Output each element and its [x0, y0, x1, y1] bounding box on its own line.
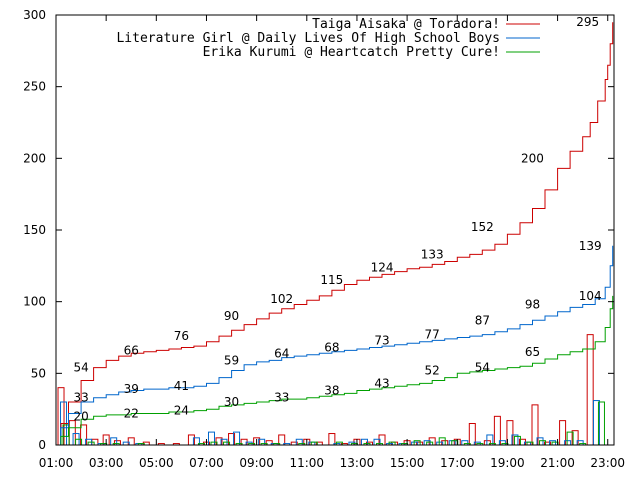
data-label: 38 [324, 384, 339, 398]
data-label: 104 [579, 289, 602, 303]
data-label: 115 [320, 273, 343, 287]
x-tick-label: 21:00 [540, 456, 575, 470]
y-tick-label: 300 [23, 8, 46, 22]
x-tick-label: 19:00 [490, 456, 525, 470]
data-label: 68 [324, 341, 339, 355]
x-tick-label: 01:00 [39, 456, 74, 470]
data-label: 139 [579, 239, 602, 253]
plot-frame [55, 14, 615, 446]
data-label: 98 [525, 298, 540, 312]
data-label: 77 [425, 328, 440, 342]
axes-layer: 0 50 100 150 200 250 300 01:00 03:00 05:00 07:00 09… [23, 8, 625, 470]
data-label: 39 [124, 382, 139, 396]
legend-label: Erika Kurumi @ Heartcatch Pretty Cure! [203, 45, 500, 60]
data-label: 30 [224, 395, 239, 409]
lines-layer [56, 22, 614, 446]
x-tick-label: 17:00 [440, 456, 475, 470]
data-label: 24 [174, 404, 189, 418]
data-label: 59 [224, 353, 239, 367]
data-label: 124 [371, 260, 394, 274]
bar [68, 420, 76, 446]
y-tick-label: 150 [23, 223, 46, 237]
data-label: 87 [475, 313, 490, 327]
y-tick-label: 100 [23, 295, 46, 309]
y-tick-label: 200 [23, 151, 46, 165]
data-label: 65 [525, 345, 540, 359]
y-tick-label: 50 [31, 366, 46, 380]
data-label: 66 [124, 343, 139, 357]
y-tick-label: 250 [23, 80, 46, 94]
data-label: 22 [124, 406, 139, 420]
data-label: 73 [374, 333, 389, 347]
x-tick-label: 13:00 [340, 456, 375, 470]
data-label: 90 [224, 309, 239, 323]
data-label: 200 [521, 151, 544, 165]
legend-label: Literature Girl @ Daily Lives Of High Sc… [116, 31, 500, 46]
series-line [56, 245, 614, 446]
data-label: 102 [270, 292, 293, 306]
x-tick-label: 05:00 [139, 456, 174, 470]
legend-label: Taiga Aisaka @ Toradora! [312, 17, 500, 32]
data-label: 76 [174, 329, 189, 343]
x-tick-label: 11:00 [289, 456, 324, 470]
series-line [56, 295, 614, 446]
series-line [56, 22, 614, 446]
data-label: 41 [174, 379, 189, 393]
data-label: 33 [274, 391, 289, 405]
data-label: 54 [475, 361, 490, 375]
data-label: 133 [421, 247, 444, 261]
x-tick-label: 15:00 [390, 456, 425, 470]
data-label: 64 [274, 346, 289, 360]
y-tick-label: 0 [38, 438, 46, 452]
data-label: 52 [425, 363, 440, 377]
x-tick-label: 23:00 [590, 456, 625, 470]
data-labels-layer: 54 66 76 90 102 115 124 133 152 200 295 33 39 41 59 64 6… [73, 15, 601, 423]
data-label: 33 [73, 391, 88, 405]
bar [586, 334, 594, 446]
data-label: 295 [576, 15, 599, 29]
legend: Taiga Aisaka @ Toradora!Literature Girl … [116, 17, 540, 60]
x-tick-label: 03:00 [89, 456, 124, 470]
data-label: 20 [73, 409, 88, 423]
x-tick-label: 09:00 [239, 456, 274, 470]
x-tick-label: 07:00 [189, 456, 224, 470]
data-label: 43 [374, 376, 389, 390]
data-label: 54 [73, 361, 88, 375]
data-label: 152 [471, 220, 494, 234]
